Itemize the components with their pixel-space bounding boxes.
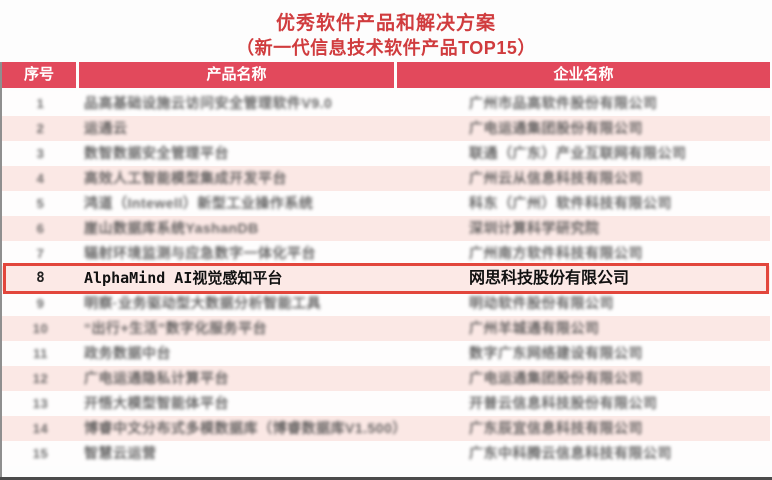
- product-name: 智慧云运营: [84, 445, 157, 461]
- table-row: 7 辐射环境监测与应急数字一体化平台 广州南方软件科技有限公司: [2, 241, 770, 266]
- company-name: 广东辰宜信息科技有限公司: [469, 420, 643, 436]
- page-bottom-border: [0, 477, 772, 480]
- table-row: 8 AlphaMind AI视觉感知平台 网思科技股份有限公司: [2, 263, 770, 294]
- row-number: 12: [32, 371, 49, 386]
- company-name: 广州市品高软件股份有限公司: [469, 95, 658, 111]
- column-header-company: 企业名称: [397, 62, 770, 88]
- product-name: 数智数据安全管理平台: [84, 145, 229, 161]
- table-row: 2 运通云 广电运通集团股份有限公司: [2, 116, 770, 141]
- product-name: 崖山数据库系统YashanDB: [84, 220, 259, 236]
- product-name: 博睿中文分布式多模数据库（博睿数据库V1.500）: [84, 420, 397, 436]
- company-name: 数字广东网络建设有限公司: [469, 345, 643, 361]
- table-row: 12 广电运通隐私计算平台 广电运通集团股份有限公司: [2, 366, 770, 391]
- page-title: 优秀软件产品和解决方案: [275, 13, 496, 34]
- table-body: 1 品高基础设施云访问安全管理软件V9.0 广州市品高软件股份有限公司 2 运通…: [2, 91, 770, 466]
- row-number: 8: [36, 270, 45, 286]
- table-row: 13 开悟大模型智能体平台 开普云信息科技股份有限公司: [2, 391, 770, 416]
- product-name: 明察·业务驱动型大数据分析智能工具: [84, 295, 322, 311]
- product-name: AlphaMind AI视觉感知平台: [84, 269, 283, 287]
- row-number: 5: [36, 196, 45, 211]
- row-number: 15: [32, 446, 49, 461]
- top15-table: 序号 产品名称 企业名称 1 品高基础设施云访问安全管理软件V9.0 广州市品高…: [2, 62, 770, 466]
- column-header-number: 序号: [2, 62, 76, 88]
- table-row: 9 明察·业务驱动型大数据分析智能工具 明动软件股份有限公司: [2, 291, 770, 316]
- company-name: 明动软件股份有限公司: [469, 295, 614, 311]
- column-header-product: 产品名称: [79, 62, 394, 88]
- company-name: 科东（广州）软件科技有限公司: [469, 195, 672, 211]
- product-name: 政务数据中台: [84, 345, 171, 361]
- product-name: 运通云: [84, 120, 128, 136]
- row-number: 13: [32, 396, 49, 411]
- row-number: 3: [36, 146, 45, 161]
- row-number: 11: [33, 346, 48, 361]
- company-name: 广电运通集团股份有限公司: [469, 120, 643, 136]
- table-row: 10 “出行+生活”数字化服务平台 广州羊城通有限公司: [2, 316, 770, 341]
- table-row: 4 高效人工智能模型集成开发平台 广州云从信息科技有限公司: [2, 166, 770, 191]
- table-row: 6 崖山数据库系统YashanDB 深圳计算科学研究院: [2, 216, 770, 241]
- product-name: 品高基础设施云访问安全管理软件V9.0: [84, 95, 333, 111]
- table-row: 15 智慧云运营 广东中科腾云信息科技有限公司: [2, 441, 770, 466]
- company-name: 联通（广东）产业互联网有限公司: [469, 145, 687, 161]
- row-number: 9: [36, 296, 45, 311]
- company-name: 开普云信息科技股份有限公司: [469, 395, 658, 411]
- row-number: 4: [36, 171, 45, 186]
- table-row: 11 政务数据中台 数字广东网络建设有限公司: [2, 341, 770, 366]
- company-name: 广州云从信息科技有限公司: [469, 170, 643, 186]
- company-name: 广州羊城通有限公司: [469, 320, 600, 336]
- table-row: 3 数智数据安全管理平台 联通（广东）产业互联网有限公司: [2, 141, 770, 166]
- product-name: 辐射环境监测与应急数字一体化平台: [84, 245, 316, 261]
- row-number: 7: [36, 246, 45, 261]
- product-name: 高效人工智能模型集成开发平台: [84, 170, 287, 186]
- product-name: 广电运通隐私计算平台: [84, 370, 229, 386]
- company-name: 深圳计算科学研究院: [469, 220, 600, 236]
- row-number: 14: [32, 421, 49, 436]
- page-subtitle: （新一代信息技术软件产品TOP15）: [236, 38, 536, 58]
- product-name: “出行+生活”数字化服务平台: [84, 320, 268, 336]
- company-name: 网思科技股份有限公司: [469, 270, 630, 287]
- product-name: 鸿道（Intewell）新型工业操作系统: [84, 195, 314, 211]
- row-number: 10: [32, 321, 49, 336]
- company-name: 广州南方软件科技有限公司: [469, 245, 643, 261]
- table-row: 5 鸿道（Intewell）新型工业操作系统 科东（广州）软件科技有限公司: [2, 191, 770, 216]
- table-header-row: 序号 产品名称 企业名称: [2, 62, 770, 88]
- row-number: 1: [36, 96, 45, 111]
- table-row: 14 博睿中文分布式多模数据库（博睿数据库V1.500） 广东辰宜信息科技有限公…: [2, 416, 770, 441]
- company-name: 广东中科腾云信息科技有限公司: [469, 445, 672, 461]
- table-row: 1 品高基础设施云访问安全管理软件V9.0 广州市品高软件股份有限公司: [2, 91, 770, 116]
- row-number: 2: [36, 121, 45, 136]
- product-name: 开悟大模型智能体平台: [84, 395, 229, 411]
- row-number: 6: [36, 221, 45, 236]
- company-name: 广电运通集团股份有限公司: [469, 370, 643, 386]
- table-left-border: [0, 62, 2, 477]
